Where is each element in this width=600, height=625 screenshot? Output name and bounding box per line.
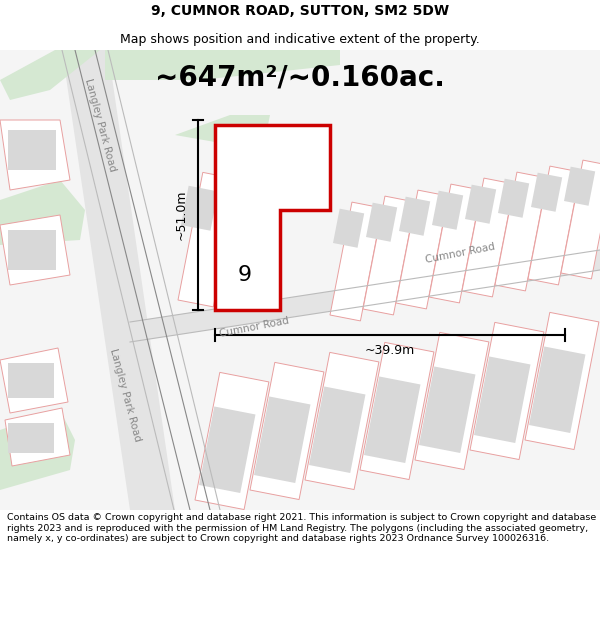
Polygon shape bbox=[195, 372, 269, 509]
Polygon shape bbox=[0, 180, 85, 245]
Polygon shape bbox=[432, 191, 463, 230]
Polygon shape bbox=[250, 362, 324, 499]
Text: ~647m²/~0.160ac.: ~647m²/~0.160ac. bbox=[155, 64, 445, 92]
Bar bbox=[8, 130, 56, 170]
Polygon shape bbox=[333, 209, 364, 248]
Bar bbox=[8, 423, 54, 453]
Polygon shape bbox=[474, 356, 530, 443]
Polygon shape bbox=[366, 202, 397, 242]
Polygon shape bbox=[525, 312, 599, 449]
Polygon shape bbox=[531, 173, 562, 212]
Polygon shape bbox=[62, 50, 175, 510]
Polygon shape bbox=[470, 322, 544, 459]
Polygon shape bbox=[0, 50, 100, 100]
Polygon shape bbox=[415, 332, 489, 469]
Polygon shape bbox=[399, 197, 430, 236]
Polygon shape bbox=[178, 173, 238, 307]
Polygon shape bbox=[175, 115, 270, 142]
Polygon shape bbox=[221, 179, 258, 224]
Polygon shape bbox=[528, 166, 580, 285]
Bar bbox=[8, 363, 54, 398]
Polygon shape bbox=[0, 410, 75, 490]
Text: Cumnor Road: Cumnor Road bbox=[424, 241, 496, 264]
Polygon shape bbox=[330, 202, 382, 321]
Polygon shape bbox=[363, 196, 415, 315]
Text: Cumnor Road: Cumnor Road bbox=[218, 316, 289, 339]
Polygon shape bbox=[465, 184, 496, 224]
Polygon shape bbox=[462, 178, 514, 297]
Polygon shape bbox=[498, 179, 529, 217]
Polygon shape bbox=[215, 125, 330, 310]
Polygon shape bbox=[305, 352, 379, 489]
Polygon shape bbox=[419, 366, 475, 453]
Text: Langley Park Road: Langley Park Road bbox=[83, 78, 117, 172]
Polygon shape bbox=[199, 406, 256, 493]
Polygon shape bbox=[360, 342, 434, 479]
Polygon shape bbox=[0, 348, 68, 413]
Polygon shape bbox=[564, 167, 595, 206]
Text: Contains OS data © Crown copyright and database right 2021. This information is : Contains OS data © Crown copyright and d… bbox=[7, 514, 596, 543]
Text: 9, CUMNOR ROAD, SUTTON, SM2 5DW: 9, CUMNOR ROAD, SUTTON, SM2 5DW bbox=[151, 4, 449, 18]
Polygon shape bbox=[429, 184, 481, 303]
Bar bbox=[8, 230, 56, 270]
Polygon shape bbox=[309, 386, 365, 473]
Text: ~39.9m: ~39.9m bbox=[365, 344, 415, 356]
Polygon shape bbox=[529, 346, 586, 433]
Polygon shape bbox=[218, 166, 278, 300]
Polygon shape bbox=[254, 396, 310, 483]
Text: ~51.0m: ~51.0m bbox=[175, 190, 188, 240]
Polygon shape bbox=[181, 186, 218, 231]
Text: Map shows position and indicative extent of the property.: Map shows position and indicative extent… bbox=[120, 32, 480, 46]
Polygon shape bbox=[396, 190, 448, 309]
Polygon shape bbox=[130, 250, 600, 342]
Polygon shape bbox=[561, 160, 600, 279]
Polygon shape bbox=[495, 172, 547, 291]
Polygon shape bbox=[5, 408, 70, 466]
Polygon shape bbox=[0, 120, 70, 190]
Text: 9: 9 bbox=[238, 265, 252, 285]
Polygon shape bbox=[0, 215, 70, 285]
Polygon shape bbox=[105, 50, 340, 80]
Polygon shape bbox=[364, 376, 421, 463]
Text: Langley Park Road: Langley Park Road bbox=[108, 348, 142, 442]
